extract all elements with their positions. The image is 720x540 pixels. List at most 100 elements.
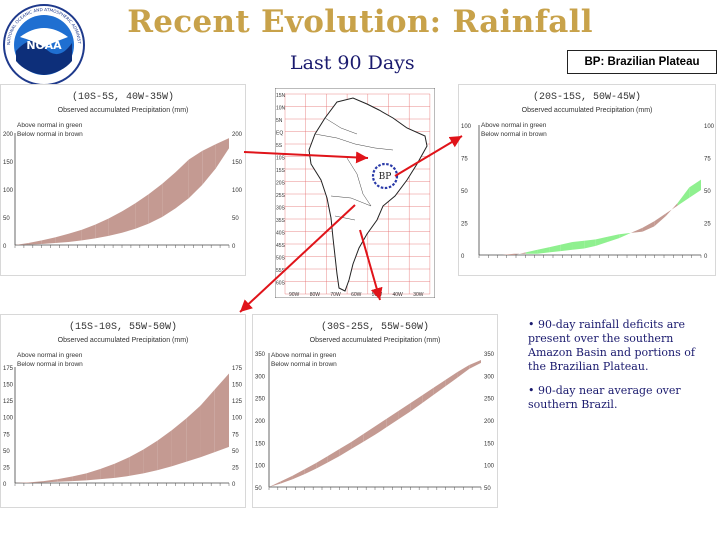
chart-deficit-segment (43, 479, 58, 483)
noaa-logo-text: NOAA (26, 39, 62, 52)
chart-y-tick-label: 25 (704, 222, 711, 228)
chart-deficit-segment (292, 469, 305, 480)
chart-deficit-segment (375, 418, 387, 435)
chart-3: (15S-10S, 55W-50W) Observed accumulated … (3, 321, 243, 488)
chart-surplus-segment (560, 242, 573, 252)
chart-deficit-segment (114, 457, 130, 478)
chart-deficit-segment (339, 441, 352, 456)
chart-2-legend-below: Below normal in brown (481, 131, 547, 138)
chart-deficit-segment (122, 203, 136, 233)
map-lat-label: 10S (276, 156, 286, 162)
chart-deficit-segment (15, 242, 29, 245)
chart-y-tick-label: 200 (255, 419, 266, 425)
chart-surplus-segment (525, 249, 538, 254)
chart-deficit-segment (316, 455, 328, 469)
chart-deficit-segment (148, 183, 163, 224)
chart-deficit-segment (398, 403, 411, 420)
chart-deficit-segment (68, 229, 82, 242)
chart-y-tick-label: 0 (232, 244, 236, 250)
chart-deficit-segment (422, 387, 434, 404)
chart-y-tick-label: 50 (461, 189, 468, 195)
chart-y-tick-label: 0 (704, 254, 708, 260)
chart-4-legend-above: Above normal in green (271, 352, 337, 359)
bullet-1: • 90-day rainfall deficits are present o… (528, 318, 695, 374)
chart-deficit-segment (55, 233, 69, 243)
chart-3-legend-below: Below normal in brown (17, 361, 83, 368)
chart-deficit-segment (630, 227, 643, 233)
chart-deficit-segment (202, 144, 216, 185)
chart-deficit-segment (171, 418, 187, 467)
summary-bullets: • 90-day rainfall deficits are present o… (528, 318, 708, 422)
map-lat-label: 45S (276, 243, 286, 249)
chart-4-ylabel: Observed accumulated Precipitation (mm) (310, 337, 441, 344)
chart-deficit-segment (95, 218, 109, 239)
chart-deficit-segment (642, 221, 655, 232)
chart-3-legend-above: Above normal in green (17, 352, 83, 359)
slide-title: Recent Evolution: Rainfall (127, 4, 593, 40)
chart-y-tick-label: 125 (232, 399, 243, 405)
chart-y-tick-label: 250 (255, 397, 266, 403)
chart-deficit-segment (514, 252, 526, 255)
chart-deficit-segment (86, 468, 101, 481)
country-borders (314, 117, 394, 221)
chart-y-tick-label: 0 (3, 244, 7, 250)
chart-deficit-segment (129, 449, 144, 476)
chart-surplus-segment (619, 232, 631, 239)
chart-3-title: (15S-10S, 55W-50W) (69, 321, 177, 333)
chart-y-tick-label: 50 (704, 189, 711, 195)
chart-deficit-segment (363, 426, 375, 442)
chart-deficit-segment (29, 481, 44, 483)
chart-y-tick-label: 150 (255, 441, 266, 447)
bp-marker-label: BP (379, 172, 392, 182)
chart-1-ylabel: Observed accumulated Precipitation (mm) (58, 107, 189, 114)
chart-deficit-segment (72, 473, 87, 482)
chart-deficit-segment (162, 172, 176, 217)
map-lat-label: 10N (276, 106, 286, 112)
chart-1: (10S-5S, 40W-35W) Observed accumulated P… (3, 91, 243, 250)
chart-y-tick-label: 200 (3, 132, 14, 138)
map-lat-label: 5S (276, 143, 283, 149)
chart-y-tick-label: 75 (461, 157, 468, 163)
chart-y-tick-label: 50 (255, 486, 262, 492)
chart-deficit-segment (135, 194, 149, 229)
map-lat-label: 15N (276, 93, 286, 99)
chart-y-tick-label: 350 (255, 352, 266, 358)
map-lat-label: 5N (276, 118, 283, 124)
chart-deficit-segment (143, 440, 158, 474)
map-lon-label: 40W (393, 292, 404, 298)
chart-deficit-segment (215, 138, 229, 169)
chart-y-tick-label: 100 (461, 124, 472, 130)
chart-deficit-segment (502, 253, 515, 255)
bullet-2: • 90-day near average over southern Braz… (528, 384, 681, 412)
chart-2-title: (20S-15S, 50W-45W) (533, 91, 641, 103)
chart-surplus-segment (537, 247, 550, 254)
map-lat-label: 25S (276, 193, 286, 199)
chart-1-legend-below: Below normal in brown (17, 131, 83, 138)
chart-deficit-segment (157, 430, 172, 471)
chart-4: (30S-25S, 55W-50W) Observed accumulated … (255, 321, 495, 492)
chart-y-tick-label: 150 (484, 441, 495, 447)
map-lat-label: 50S (276, 256, 286, 262)
chart-4-legend-below: Below normal in brown (271, 361, 337, 368)
chart-y-tick-label: 0 (461, 254, 465, 260)
map-lat-label: 55S (276, 268, 286, 274)
chart-deficit-segment (81, 224, 96, 241)
chart-y-tick-label: 150 (3, 383, 14, 389)
chart-deficit-segment (214, 373, 229, 453)
chart-deficit-segment (457, 364, 470, 378)
chart-y-tick-label: 300 (255, 374, 266, 380)
chart-1-title: (10S-5S, 40W-35W) (72, 91, 174, 103)
chart-y-tick-label: 100 (3, 188, 14, 194)
chart-y-tick-label: 100 (232, 188, 243, 194)
region-key-label: BP: Brazilian Plateau (567, 50, 717, 74)
chart-deficit-segment (351, 434, 364, 449)
map-lat-label: 40S (276, 231, 286, 237)
chart-surplus-segment (607, 234, 620, 242)
map-lon-label: 60W (351, 292, 362, 298)
chart-panel-4: (30S-25S, 55W-50W) Observed accumulated … (252, 314, 498, 508)
chart-surplus-segment (584, 239, 596, 249)
chart-panel-1: (10S-5S, 40W-35W) Observed accumulated P… (0, 84, 246, 276)
chart-y-tick-label: 100 (3, 416, 14, 422)
chart-deficit-segment (200, 389, 215, 458)
chart-y-tick-label: 25 (461, 222, 468, 228)
